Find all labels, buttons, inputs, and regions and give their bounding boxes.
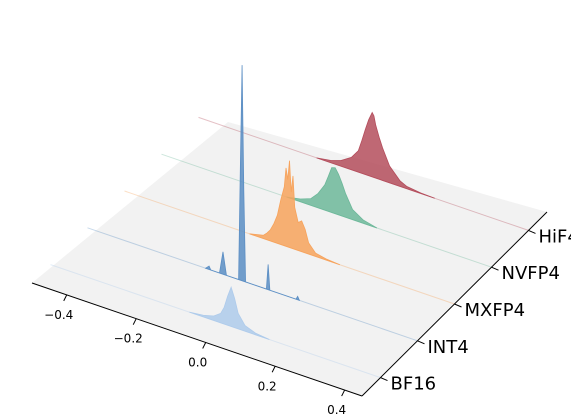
x-tick-label: 0.0 — [188, 355, 207, 369]
x-tick-mark — [63, 294, 68, 302]
y-tick-mark — [491, 266, 499, 271]
x-tick-mark — [341, 389, 346, 397]
ridge-bf16 — [189, 286, 270, 340]
y-tick-label-int4: INT4 — [428, 337, 469, 358]
y-tick-label-bf16: BF16 — [391, 374, 437, 395]
y-axis-ticks: BF16 INT4 MXFP4 NVFP4 HiF4 — [380, 226, 571, 395]
ridge-nvfp4 — [286, 167, 378, 229]
x-tick-label: −0.4 — [44, 308, 73, 322]
floor-pane — [32, 122, 547, 396]
y-tick-label-hif4: HiF4 — [539, 226, 571, 247]
x-axis-line — [31, 282, 363, 397]
y-tick-mark — [417, 340, 425, 345]
y-tick-mark — [528, 229, 536, 234]
ridge-hif4 — [316, 111, 435, 199]
x-tick-mark — [132, 318, 137, 325]
x-tick-label: −0.2 — [114, 332, 143, 346]
y-tick-mark — [380, 377, 388, 382]
x-tick-label: 0.2 — [258, 379, 277, 393]
x-tick-mark — [202, 342, 207, 349]
y-tick-label-mxfp4: MXFP4 — [465, 300, 526, 321]
ridges — [189, 65, 435, 340]
ridge-mxfp4 — [249, 160, 341, 266]
y-tick-label-nvfp4: NVFP4 — [502, 263, 560, 284]
x-tick-label: 0.4 — [327, 403, 346, 417]
y-tick-mark — [454, 303, 462, 308]
ridge-int4 — [204, 65, 301, 302]
x-tick-mark — [271, 366, 276, 373]
x-axis-ticks: −0.4 −0.2 0.0 0.2 0.4 — [44, 294, 346, 417]
